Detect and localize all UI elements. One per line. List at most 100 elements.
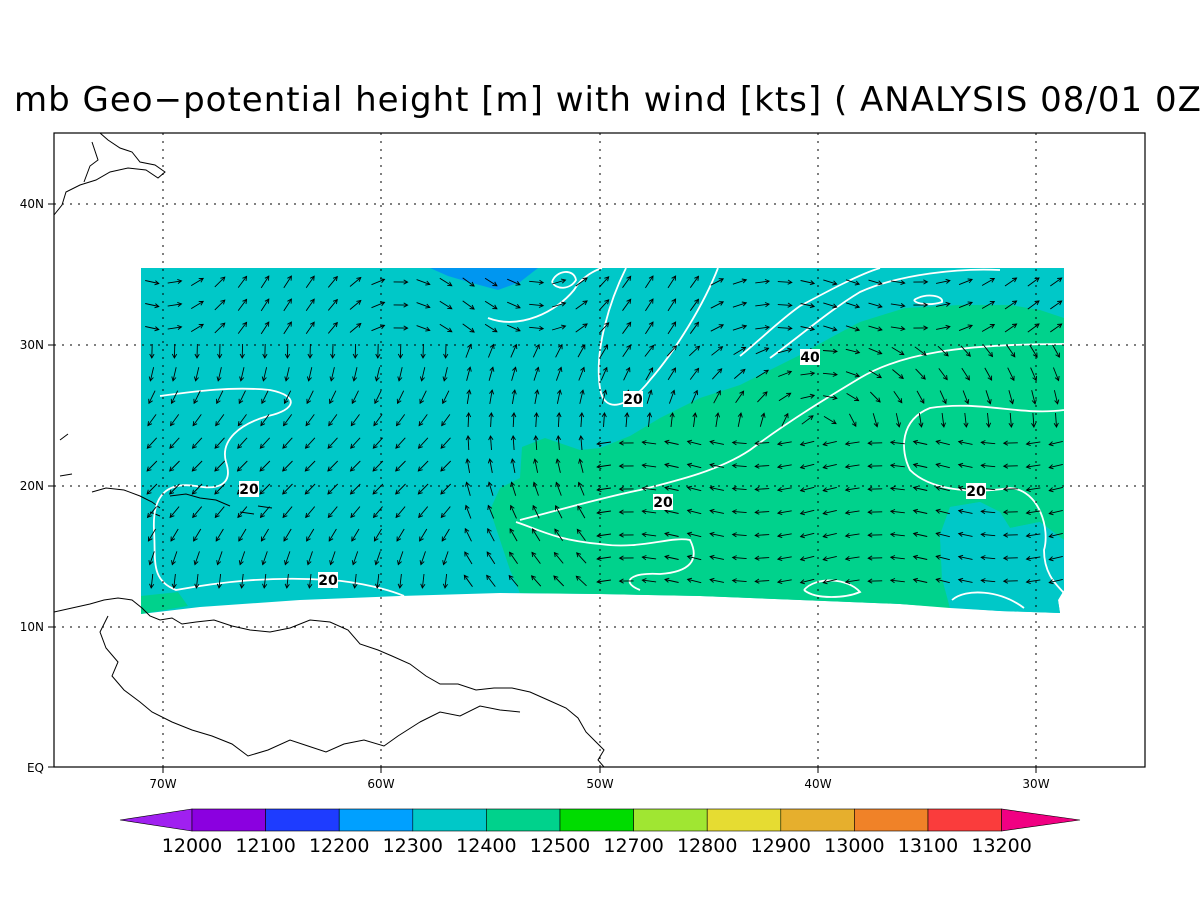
wind-arrow-head xyxy=(844,486,851,493)
wind-arrow-head xyxy=(576,552,582,558)
wind-arrow xyxy=(622,276,632,288)
wind-arrow-head xyxy=(510,481,516,487)
wind-arrow xyxy=(327,460,339,472)
wind-arrow-head xyxy=(217,353,223,359)
colorbar-swatch xyxy=(927,808,1002,832)
wind-arrow-head xyxy=(420,353,426,359)
wind-arrow xyxy=(777,533,792,537)
wind-arrow-head xyxy=(935,485,941,491)
wind-arrow xyxy=(777,304,792,306)
wind-arrow-head xyxy=(897,398,903,404)
wind-arrow-head xyxy=(799,510,806,516)
wind-arrow-head xyxy=(515,327,521,332)
wind-arrow-head xyxy=(876,373,883,379)
wind-arrow xyxy=(529,280,544,284)
wind-arrow xyxy=(146,437,158,449)
wind-arrow-head xyxy=(923,302,929,308)
wind-arrow xyxy=(487,344,495,358)
wind-arrow xyxy=(145,280,159,284)
wind-arrow-head xyxy=(877,280,883,286)
wind-arrow-head xyxy=(980,532,986,538)
wind-arrow-head xyxy=(889,509,896,515)
colorbar-label: 12500 xyxy=(530,835,590,857)
wind-arrow xyxy=(642,533,657,537)
wind-arrow-head xyxy=(671,275,677,281)
wind-arrow xyxy=(327,276,338,288)
wind-arrow-head xyxy=(739,390,745,396)
wind-arrow xyxy=(395,483,406,495)
wind-arrow-head xyxy=(942,398,947,405)
wind-arrow-head xyxy=(943,351,949,357)
wind-arrow-head xyxy=(935,577,941,583)
wind-arrow xyxy=(733,347,746,355)
wind-arrow xyxy=(510,505,517,519)
wind-arrow-head xyxy=(193,560,199,566)
coast-interior xyxy=(99,615,521,757)
wind-arrow-head xyxy=(776,556,783,562)
wind-arrow-head xyxy=(967,278,973,284)
wind-arrow xyxy=(169,506,180,518)
wind-arrow-head xyxy=(945,301,951,307)
wind-arrow-head xyxy=(397,376,403,382)
wind-arrow xyxy=(960,345,971,357)
wind-arrow xyxy=(823,440,837,446)
wind-arrow xyxy=(330,367,335,381)
wind-arrow xyxy=(372,437,384,449)
wind-arrow xyxy=(597,533,611,537)
wind-arrow-head xyxy=(822,533,828,539)
wind-arrow xyxy=(146,483,158,495)
wind-arrow-head xyxy=(577,481,583,488)
wind-arrow xyxy=(800,463,815,469)
colorbar-label: 12000 xyxy=(162,835,222,857)
wind-arrow-head xyxy=(577,505,583,511)
wind-arrow-head xyxy=(921,350,927,356)
wind-arrow-head xyxy=(395,421,401,427)
wind-arrow xyxy=(1008,390,1014,404)
wind-arrow-head xyxy=(509,528,515,534)
wind-arrow-head xyxy=(198,277,205,283)
wind-arrow xyxy=(237,460,248,472)
wind-arrow xyxy=(941,413,945,427)
wind-arrow-head xyxy=(1012,323,1018,329)
wind-arrow-head xyxy=(403,302,409,308)
wind-arrow xyxy=(260,275,270,289)
wind-arrow-head xyxy=(873,422,879,428)
wind-arrow-head xyxy=(306,376,312,382)
wind-arrow xyxy=(1026,579,1041,583)
wind-arrow xyxy=(350,506,361,518)
wind-arrow xyxy=(598,322,610,334)
wind-arrow-head xyxy=(214,443,220,449)
coast-north-america xyxy=(54,133,166,216)
wind-arrow-head xyxy=(641,578,647,584)
wind-arrow xyxy=(642,441,657,445)
wind-arrow-head xyxy=(397,353,404,359)
wind-arrow xyxy=(262,551,268,565)
wind-arrow-head xyxy=(264,321,270,327)
wind-arrow xyxy=(192,414,202,426)
wind-arrow xyxy=(440,460,452,472)
wind-arrow-head xyxy=(532,504,538,511)
wind-arrow xyxy=(190,324,204,332)
wind-arrow-head xyxy=(259,443,265,449)
colorbar-swatch xyxy=(559,808,634,832)
wind-arrow xyxy=(800,280,815,284)
wind-arrow xyxy=(755,326,770,330)
wind-arrow-head xyxy=(216,398,221,405)
wind-arrow-head xyxy=(486,551,492,557)
wind-arrow-head xyxy=(694,345,701,351)
wind-arrow-head xyxy=(754,463,760,469)
wind-arrow-head xyxy=(487,458,493,464)
wind-arrow-head xyxy=(192,512,198,519)
wind-arrow-head xyxy=(731,486,737,492)
wind-arrow-head xyxy=(579,389,585,395)
wind-arrow-head xyxy=(809,393,816,399)
wind-arrow-head xyxy=(351,536,356,542)
wind-arrow-head xyxy=(731,509,737,515)
wind-arrow xyxy=(845,464,860,468)
wind-arrow-head xyxy=(171,353,178,359)
wind-arrow xyxy=(664,556,679,560)
wind-arrow xyxy=(192,437,203,449)
wind-arrow-head xyxy=(396,536,402,542)
wind-arrow xyxy=(373,414,383,426)
wind-arrow xyxy=(490,435,492,451)
